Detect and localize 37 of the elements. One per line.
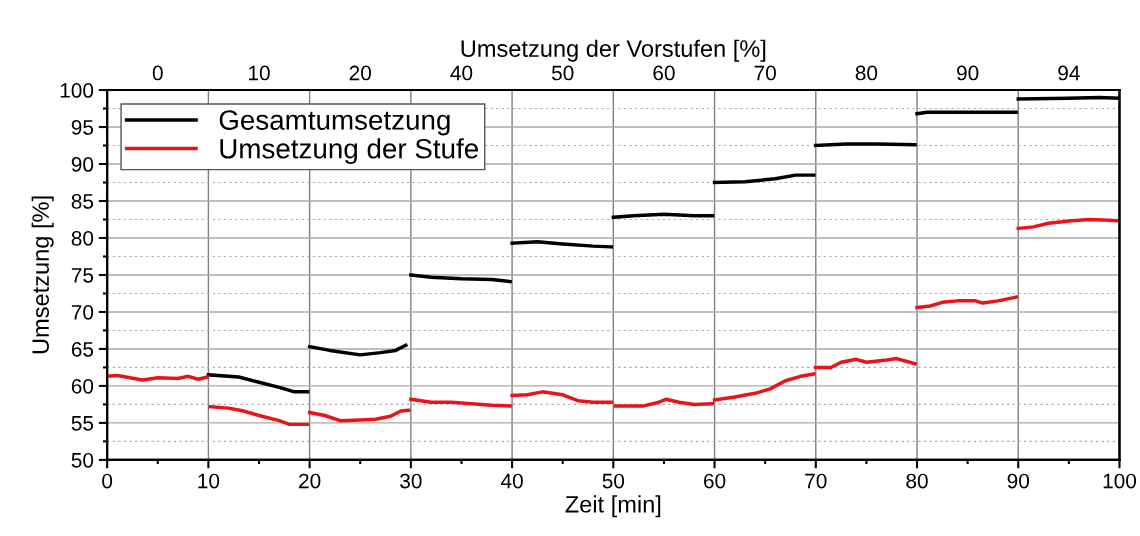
x-tick-label: 60 <box>704 473 726 489</box>
text: 70 <box>754 65 776 81</box>
x-tick-label: 20 <box>299 473 321 489</box>
text: 60 <box>653 65 675 81</box>
x-tick-label: 40 <box>500 473 523 489</box>
legend-label: Umsetzung der Stufe <box>220 138 478 165</box>
y-tick-label: 50 <box>71 452 94 468</box>
y-tick-label: 95 <box>71 120 94 135</box>
text: 40 <box>450 65 473 81</box>
x-tick-label: 80 <box>906 473 928 489</box>
y-tick-label: 70 <box>71 304 94 320</box>
x-axis-title: Zeit [min] <box>565 495 661 518</box>
legend-label: Gesamtumsetzung <box>219 110 450 136</box>
y-tick-label: 65 <box>71 341 94 357</box>
x2-axis-title: Umsetzung der Vorstufen [%] <box>461 39 766 62</box>
text: 90 <box>957 65 979 81</box>
x-tick-label: 30 <box>400 473 422 489</box>
text: 80 <box>855 65 878 81</box>
x-tick-label: 100 <box>1103 473 1137 489</box>
y-tick-label: 75 <box>71 268 94 283</box>
text: 50 <box>551 65 574 81</box>
y-tick-label: 80 <box>71 230 94 246</box>
text: 20 <box>349 65 372 81</box>
text: 94 <box>1058 65 1080 81</box>
y-tick-label: 90 <box>71 157 94 172</box>
y-tick-label: 85 <box>71 194 94 209</box>
y-tick-label: 60 <box>71 378 94 394</box>
x-tick-label: 0 <box>102 473 113 489</box>
x-tick-label: 70 <box>805 473 827 489</box>
text: 0 <box>152 65 163 81</box>
x-tick-label: 50 <box>602 473 625 489</box>
y-tick-label: 55 <box>71 416 94 431</box>
x-tick-label: 10 <box>198 473 220 489</box>
text: 10 <box>249 65 270 81</box>
y-axis-title: Umsetzung [%] <box>31 196 54 354</box>
y-tick-label: 100 <box>60 83 94 98</box>
x-tick-label: 90 <box>1007 473 1030 489</box>
